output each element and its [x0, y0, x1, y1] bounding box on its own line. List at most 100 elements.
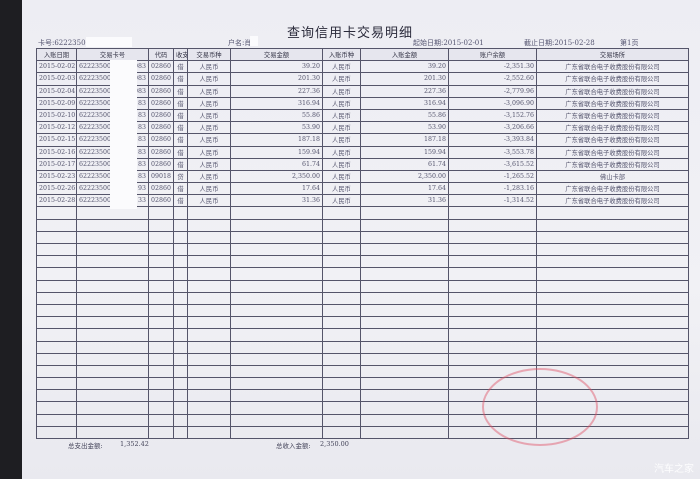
cell: 02860	[148, 182, 174, 196]
cell: 02860	[148, 133, 174, 147]
cell	[536, 267, 689, 281]
card-suffix: 83	[137, 148, 146, 156]
card-prefix: 62223500	[79, 99, 112, 107]
cell: 广东省联合电子收费股份有限公司	[536, 72, 689, 86]
cell: 人民币	[187, 72, 231, 86]
cell: 广东省联合电子收费股份有限公司	[536, 121, 689, 135]
cell	[448, 303, 537, 318]
cell	[148, 316, 174, 330]
cell	[322, 401, 361, 415]
cell: 02860	[148, 72, 174, 86]
cell: 53.90	[360, 121, 449, 135]
cell	[173, 206, 188, 220]
cell: 借	[173, 194, 188, 208]
cell	[36, 364, 77, 379]
cell: 187.18	[360, 133, 449, 147]
table-row: 2015-02-09 62223500 83 02860 借人民币 316.94 人民币 31…	[36, 96, 689, 110]
cell: 201.30	[230, 72, 323, 86]
column-header: 代码	[148, 47, 174, 62]
cell: 201.30	[360, 72, 449, 86]
empty-row	[36, 328, 689, 342]
column-header: 入账金额	[360, 47, 449, 62]
cell	[173, 279, 188, 293]
cell	[360, 316, 449, 330]
cell	[322, 377, 361, 391]
cell	[148, 303, 174, 318]
cell	[448, 340, 537, 354]
cell	[36, 340, 77, 354]
card-prefix: 62223500	[79, 136, 112, 144]
cell: -1,283.16	[448, 182, 537, 196]
cell: 09018	[148, 169, 174, 184]
cell	[36, 255, 77, 269]
cell	[173, 352, 188, 366]
cell	[173, 267, 188, 281]
cell	[536, 328, 689, 342]
cell: 2015-02-03	[36, 72, 77, 86]
cell	[230, 352, 323, 366]
cell	[76, 218, 149, 232]
cell	[173, 218, 188, 232]
cell	[187, 389, 231, 403]
empty-row	[36, 206, 689, 220]
cell: 人民币	[322, 145, 361, 159]
cell	[36, 206, 77, 220]
cell	[36, 230, 77, 245]
card-suffix: 83	[137, 112, 146, 120]
card-suffix: 83	[137, 124, 146, 132]
cell: 02860	[148, 145, 174, 159]
cell	[230, 401, 323, 415]
cell	[187, 413, 231, 427]
cell	[360, 401, 449, 415]
cell	[76, 401, 149, 415]
column-header: 交易场所	[536, 47, 689, 62]
cell: 55.86	[360, 108, 449, 123]
cell: 2015-02-12	[36, 121, 77, 135]
cell: 借	[173, 121, 188, 135]
start-date: 起始日期:2015-02-01	[413, 39, 484, 47]
cell	[360, 340, 449, 354]
cell	[148, 242, 174, 257]
table-row: 2015-02-17 62223500 83 02860 借人民币 61.74 人民币 61.…	[36, 157, 689, 171]
cell: -3,393.84	[448, 133, 537, 147]
cell	[230, 328, 323, 342]
cell	[322, 316, 361, 330]
cell	[173, 340, 188, 354]
cell	[322, 206, 361, 220]
cell	[187, 291, 231, 305]
cell: 2015-02-02	[36, 60, 77, 74]
cell	[173, 291, 188, 305]
cell: 02860	[148, 96, 174, 110]
cell	[148, 230, 174, 245]
cell	[360, 425, 449, 440]
cell: 借	[173, 182, 188, 196]
cell: 广东省联合电子收费股份有限公司	[536, 96, 689, 110]
card-prefix: 62223500	[79, 172, 112, 180]
cell	[230, 340, 323, 354]
cell	[36, 279, 77, 293]
cell	[187, 316, 231, 330]
cell	[36, 291, 77, 305]
card-suffix: 83	[137, 99, 146, 107]
cell: 227.36	[360, 84, 449, 98]
empty-row	[36, 352, 689, 366]
cell	[36, 316, 77, 330]
bank-stamp	[482, 368, 598, 446]
cell	[173, 255, 188, 269]
cell	[230, 316, 323, 330]
cell	[322, 267, 361, 281]
cell: 借	[173, 84, 188, 98]
cell	[76, 425, 149, 440]
card-prefix: 62223500	[79, 124, 112, 132]
cell: 2015-02-28	[36, 194, 77, 208]
cell: 借	[173, 133, 188, 147]
cell	[173, 316, 188, 330]
cell	[448, 352, 537, 366]
cell	[36, 328, 77, 342]
card-suffix: 983	[133, 87, 146, 95]
card-prefix: 62223500	[79, 160, 112, 168]
cell	[76, 279, 149, 293]
cell	[230, 413, 323, 427]
cell: 人民币	[187, 182, 231, 196]
cell	[230, 425, 323, 440]
